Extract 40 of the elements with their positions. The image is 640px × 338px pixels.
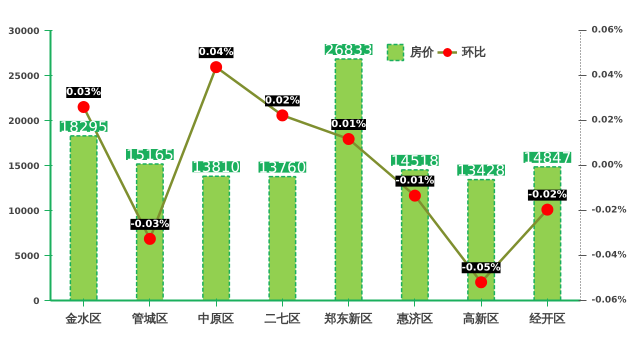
y-tick-label: 10000: [8, 207, 40, 217]
y2-tick-label: 0.02%: [592, 116, 623, 126]
x-tick-label: 高新区: [463, 312, 500, 326]
data-label: 26833: [324, 41, 372, 60]
data-label: -0.02%: [528, 190, 567, 201]
data-label: -0.03%: [130, 218, 170, 230]
data-label: 13428: [457, 162, 505, 180]
y2-tick-label: 0.06%: [592, 26, 623, 36]
y-tick-label: 20000: [8, 117, 40, 127]
data-label: -0.05%: [462, 262, 501, 274]
data-label: 13760: [258, 158, 306, 177]
y2-tick-label: -0.06%: [592, 296, 626, 306]
y2-tick-label: -0.02%: [592, 206, 626, 216]
legend-label: 环比: [462, 44, 486, 60]
y-tick-label: 15000: [8, 162, 40, 172]
data-label: 0.04%: [198, 47, 234, 58]
data-label: 0.01%: [331, 118, 366, 130]
data-label: -0.01%: [395, 176, 434, 187]
data-label: 13810: [192, 158, 240, 176]
x-tick-label: 中原区: [198, 312, 234, 326]
x-tick-label: 管城区: [130, 312, 168, 326]
x-tick-label: 二七区: [264, 312, 300, 326]
data-label: 14847: [524, 148, 572, 167]
data-label: 0.03%: [66, 87, 101, 98]
y-tick-label: 5000: [14, 252, 40, 262]
y-tick-label: 25000: [8, 72, 40, 82]
y2-tick-label: 0.04%: [592, 70, 623, 80]
x-tick-label: 郑东新区: [324, 312, 373, 326]
y-tick-label: 0: [33, 297, 40, 307]
y-tick-label: 30000: [8, 27, 40, 37]
y2-tick-label: 0.00%: [592, 160, 623, 170]
x-tick-label: 金水区: [64, 312, 102, 326]
x-tick-label: 惠济区: [396, 312, 433, 326]
data-label: 0.02%: [265, 95, 300, 106]
x-tick-label: 经开区: [528, 312, 566, 326]
data-label: 14518: [391, 152, 439, 170]
y2-tick-label: -0.04%: [592, 250, 626, 260]
legend-label: 房价: [410, 44, 434, 60]
data-label: 18295: [60, 118, 108, 136]
data-label: 15165: [126, 146, 174, 164]
